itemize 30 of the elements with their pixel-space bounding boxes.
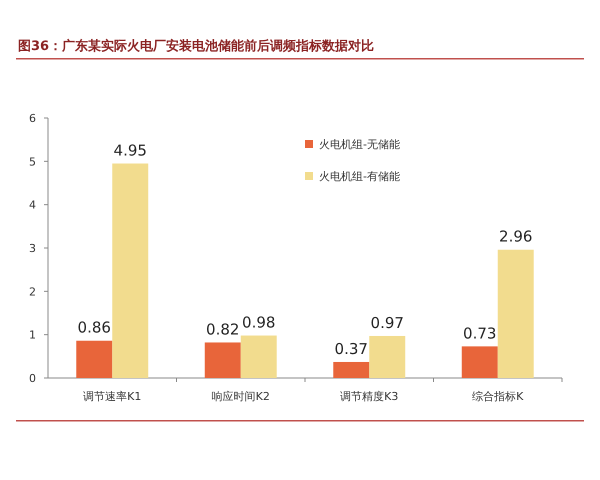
y-tick-label: 5: [29, 155, 36, 168]
bar: [240, 336, 277, 378]
y-tick-label: 3: [29, 242, 36, 255]
legend-label: 火电机组-无储能: [319, 138, 400, 151]
bar: [498, 250, 534, 378]
legend-label: 火电机组-有储能: [319, 170, 400, 183]
data-label: 0.97: [370, 314, 404, 332]
y-tick-label: 4: [29, 198, 36, 212]
bar: [462, 346, 498, 378]
y-tick-label: 2: [29, 285, 36, 298]
data-label: 0.82: [206, 320, 240, 338]
x-tick-label: 响应时间K2: [212, 390, 270, 403]
chart-title: 图36：广东某实际火电厂安装电池储能前后调频指标数据对比: [18, 38, 374, 54]
data-label: 0.98: [242, 314, 276, 332]
data-label: 0.37: [334, 340, 368, 358]
bar: [369, 336, 406, 378]
bar: [333, 362, 370, 378]
y-tick-label: 1: [29, 328, 36, 342]
bar: [204, 342, 241, 378]
data-label: 2.96: [499, 228, 532, 246]
bar: [76, 340, 112, 378]
y-tick-label: 0: [29, 372, 36, 385]
data-label: 0.73: [463, 324, 496, 342]
data-label: 0.86: [78, 318, 111, 337]
x-tick-label: 调节精度K3: [340, 390, 398, 403]
y-tick-label: 6: [29, 112, 36, 125]
x-tick-label: 调节速率K1: [83, 390, 142, 403]
x-tick-label: 综合指标K: [472, 390, 524, 403]
bar: [112, 164, 148, 378]
data-label: 4.95: [114, 142, 147, 160]
